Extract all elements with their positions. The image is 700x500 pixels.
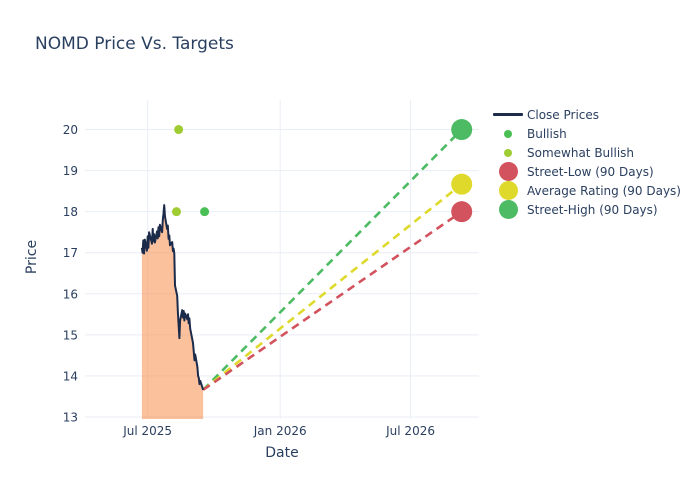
y-tick-label: 13 — [63, 410, 78, 424]
x-tick-label: Jul 2026 — [385, 424, 435, 438]
legend-item-close-prices[interactable]: Close Prices — [489, 105, 681, 124]
legend: Close Prices Bullish Somewhat Bullish St… — [489, 105, 681, 219]
close-price-polyline — [140, 204, 205, 391]
legend-item-somewhat-bullish[interactable]: Somewhat Bullish — [489, 143, 681, 162]
y-tick-label: 15 — [63, 328, 78, 342]
street-low-circle-swatch — [489, 162, 527, 181]
close-price-area — [141, 205, 204, 419]
y-tick-label: 16 — [63, 287, 78, 301]
legend-item-bullish[interactable]: Bullish — [489, 124, 681, 143]
legend-label: Somewhat Bullish — [527, 145, 635, 160]
legend-label: Close Prices — [527, 107, 600, 122]
legend-item-average-rating[interactable]: Average Rating (90 Days) — [489, 181, 681, 200]
bullish-dot-swatch — [489, 129, 527, 138]
y-tick-label: 19 — [63, 164, 78, 178]
target-line-street_high — [202, 128, 463, 391]
target-projection-lines — [202, 128, 463, 391]
legend-label: Street-Low (90 Days) — [527, 164, 654, 179]
close-price-fill — [141, 205, 204, 419]
x-axis-title: Date — [265, 445, 298, 461]
y-tick-label: 20 — [63, 123, 78, 137]
rating-dot-somewhat_bullish — [174, 125, 184, 135]
somewhat-bullish-dot-swatch — [489, 148, 527, 157]
legend-label: Average Rating (90 Days) — [527, 183, 681, 198]
y-tick-label: 17 — [63, 246, 78, 260]
rating-dot-bullish — [200, 207, 210, 217]
legend-item-street-low[interactable]: Street-Low (90 Days) — [489, 162, 681, 181]
price-target-circles — [451, 119, 473, 223]
axis-tick-labels: 13 14 15 16 17 18 19 20 Jul 2025 Jan 2026 Jul 2026 — [63, 123, 435, 438]
target-circle-street_low — [451, 201, 473, 223]
rating-dot-somewhat_bullish — [171, 207, 181, 217]
legend-label: Bullish — [527, 126, 567, 141]
y-tick-label: 18 — [63, 205, 78, 219]
y-tick-label: 14 — [63, 369, 78, 383]
target-line-street_low — [202, 210, 463, 391]
average-rating-circle-swatch — [489, 181, 527, 200]
target-circle-street_high — [451, 119, 473, 141]
y-axis-title: Price — [24, 240, 40, 274]
page-title: NOMD Price Vs. Targets — [35, 34, 234, 54]
target-line-average_rating — [202, 183, 463, 391]
legend-label: Street-High (90 Days) — [527, 202, 658, 217]
close-price-line — [140, 204, 205, 391]
x-tick-label: Jul 2025 — [122, 424, 172, 438]
street-high-circle-swatch — [489, 200, 527, 219]
target-circle-average_rating — [451, 173, 473, 195]
legend-item-street-high[interactable]: Street-High (90 Days) — [489, 200, 681, 219]
close-prices-line-swatch — [489, 113, 527, 116]
x-tick-label: Jan 2026 — [253, 424, 307, 438]
analyst-rating-dots — [171, 125, 210, 217]
